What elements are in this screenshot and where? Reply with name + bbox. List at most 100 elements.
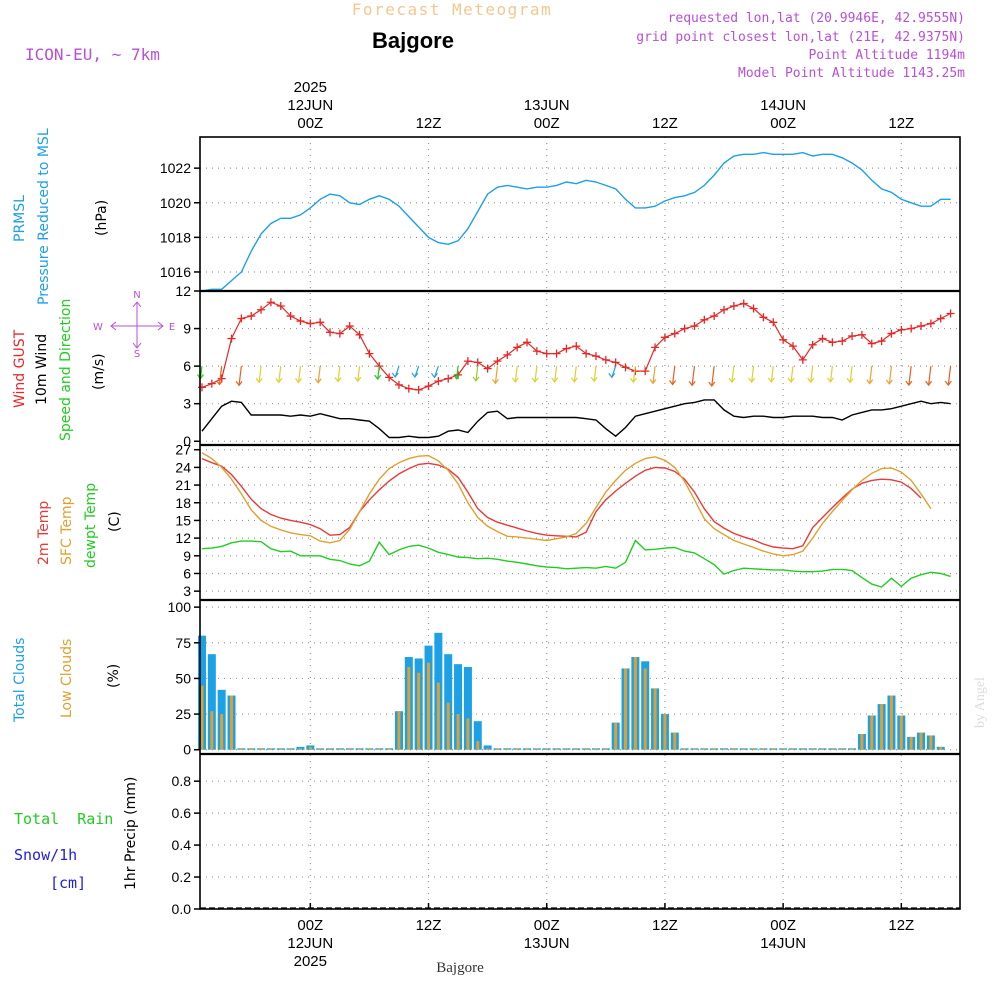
pressure-label-long: Pressure Reduced to MSL bbox=[36, 128, 52, 305]
temp2m-line bbox=[201, 457, 922, 550]
y-tick-label: 15 bbox=[175, 512, 191, 528]
wind-direction-arrow bbox=[297, 366, 302, 383]
wind-arrowhead bbox=[411, 372, 419, 379]
y-tick-label: 12 bbox=[175, 283, 191, 299]
wind-arrowhead bbox=[472, 376, 480, 382]
y-tick-label: 3 bbox=[183, 396, 191, 412]
wind-direction-arrow bbox=[455, 366, 459, 379]
gust-marker bbox=[660, 333, 669, 342]
low-cloud-bar bbox=[427, 662, 431, 750]
total-clouds-label: Total Clouds bbox=[12, 638, 28, 723]
gust-marker bbox=[720, 305, 729, 314]
sfctemp-label: SFC Temp bbox=[59, 496, 75, 565]
gust-marker bbox=[601, 355, 610, 364]
wind-direction-arrow bbox=[671, 366, 676, 385]
wind-direction-arrow bbox=[258, 366, 262, 383]
wind-arrowhead bbox=[827, 377, 834, 383]
gust-marker bbox=[306, 319, 315, 328]
wind-arrowhead bbox=[767, 377, 775, 383]
rain-label: Total Rain bbox=[14, 810, 113, 828]
low-cloud-bar bbox=[446, 702, 450, 750]
wind-direction-arrow bbox=[611, 365, 617, 378]
y-tick-label: 24 bbox=[175, 459, 191, 475]
wind-arrowhead bbox=[314, 378, 322, 384]
low-cloud-bar bbox=[564, 748, 568, 750]
gust-marker bbox=[897, 325, 906, 334]
low-cloud-bar bbox=[525, 748, 529, 750]
low-cloud-bar bbox=[811, 748, 815, 750]
wind-direction-arrow bbox=[947, 366, 952, 386]
temp-unit: (C) bbox=[107, 511, 123, 532]
y-tick-label: 3 bbox=[183, 583, 191, 599]
gust-marker bbox=[532, 347, 541, 356]
gust-marker bbox=[483, 364, 492, 373]
compass-east-label: E bbox=[169, 322, 175, 333]
pressure-labels: PRMSL Pressure Reduced to MSL (hPa) bbox=[12, 128, 110, 305]
low-cloud-bar bbox=[653, 688, 657, 750]
top-time-label: 00Z bbox=[297, 115, 323, 132]
low-cloud-bar bbox=[860, 734, 864, 750]
gust-marker bbox=[857, 330, 866, 339]
snow-label: Snow/1h bbox=[14, 846, 77, 864]
gust-marker bbox=[926, 319, 935, 328]
bottom-time-label: 00Z bbox=[297, 917, 323, 934]
wind-unit: (m/s) bbox=[91, 353, 107, 390]
low-cloud-bar bbox=[476, 741, 480, 750]
wind-arrowhead bbox=[511, 377, 519, 383]
wind-direction-arrow bbox=[652, 366, 656, 384]
wind-arrowhead bbox=[570, 377, 578, 383]
low-cloud-bar bbox=[239, 748, 243, 750]
low-cloud-bar bbox=[407, 667, 411, 750]
top-time-label: 00Z bbox=[770, 115, 796, 132]
low-cloud-bar bbox=[436, 682, 440, 750]
low-cloud-bar bbox=[683, 748, 687, 750]
wind-arrowhead bbox=[787, 377, 795, 384]
top-time-label: 12Z bbox=[416, 115, 442, 132]
low-cloud-bar bbox=[673, 732, 677, 750]
low-cloud-bar bbox=[210, 711, 214, 750]
low-cloud-bar bbox=[870, 715, 874, 750]
gust-marker bbox=[710, 312, 719, 321]
low-cloud-bar bbox=[298, 748, 302, 750]
gust-marker bbox=[700, 315, 709, 324]
gust-marker bbox=[552, 349, 561, 358]
low-cloud-bar bbox=[269, 748, 273, 750]
compass-arrows bbox=[110, 301, 164, 349]
wind-direction-arrow bbox=[849, 366, 853, 383]
wind-arrowhead bbox=[669, 380, 677, 386]
wind-arrowhead bbox=[885, 379, 893, 385]
low-cloud-bar bbox=[712, 748, 716, 750]
low-cloud-bar bbox=[377, 748, 381, 750]
top-time-label: 14JUN bbox=[760, 97, 806, 114]
wind-direction-arrow bbox=[514, 366, 518, 382]
low-cloud-bar bbox=[328, 748, 332, 750]
wind-arrowhead bbox=[708, 381, 716, 388]
gust-label: Wind GUST bbox=[12, 329, 28, 408]
low-cloud-bar bbox=[545, 748, 549, 750]
wind-arrowhead bbox=[748, 377, 756, 384]
dewpt-label: dewpt Temp bbox=[83, 483, 99, 568]
y-tick-label: 25 bbox=[175, 706, 191, 722]
y-tick-label: 6 bbox=[183, 565, 191, 581]
gust-marker bbox=[798, 355, 807, 364]
compass-south-label: S bbox=[134, 349, 140, 360]
panel-frames bbox=[194, 136, 961, 910]
gust-marker bbox=[542, 349, 551, 358]
low-cloud-bar bbox=[308, 746, 312, 750]
gust-marker bbox=[296, 317, 305, 326]
gust-marker bbox=[257, 305, 266, 314]
top-time-label: 2025 bbox=[294, 79, 327, 96]
gust-marker bbox=[444, 374, 453, 383]
gust-marker bbox=[197, 383, 206, 392]
bottom-time-label: 00Z bbox=[770, 917, 796, 934]
wind-label: 10m Wind bbox=[34, 334, 50, 405]
gust-marker bbox=[424, 382, 433, 391]
wind-direction-arrow bbox=[888, 366, 893, 384]
low-cloud-bar bbox=[850, 748, 854, 750]
y-tick-label: 9 bbox=[183, 548, 191, 564]
gust-marker bbox=[394, 380, 403, 389]
low-cloud-bar bbox=[367, 748, 371, 750]
gust-marker bbox=[867, 339, 876, 348]
gust-marker bbox=[907, 324, 916, 333]
wind-direction-arrow bbox=[593, 366, 597, 382]
